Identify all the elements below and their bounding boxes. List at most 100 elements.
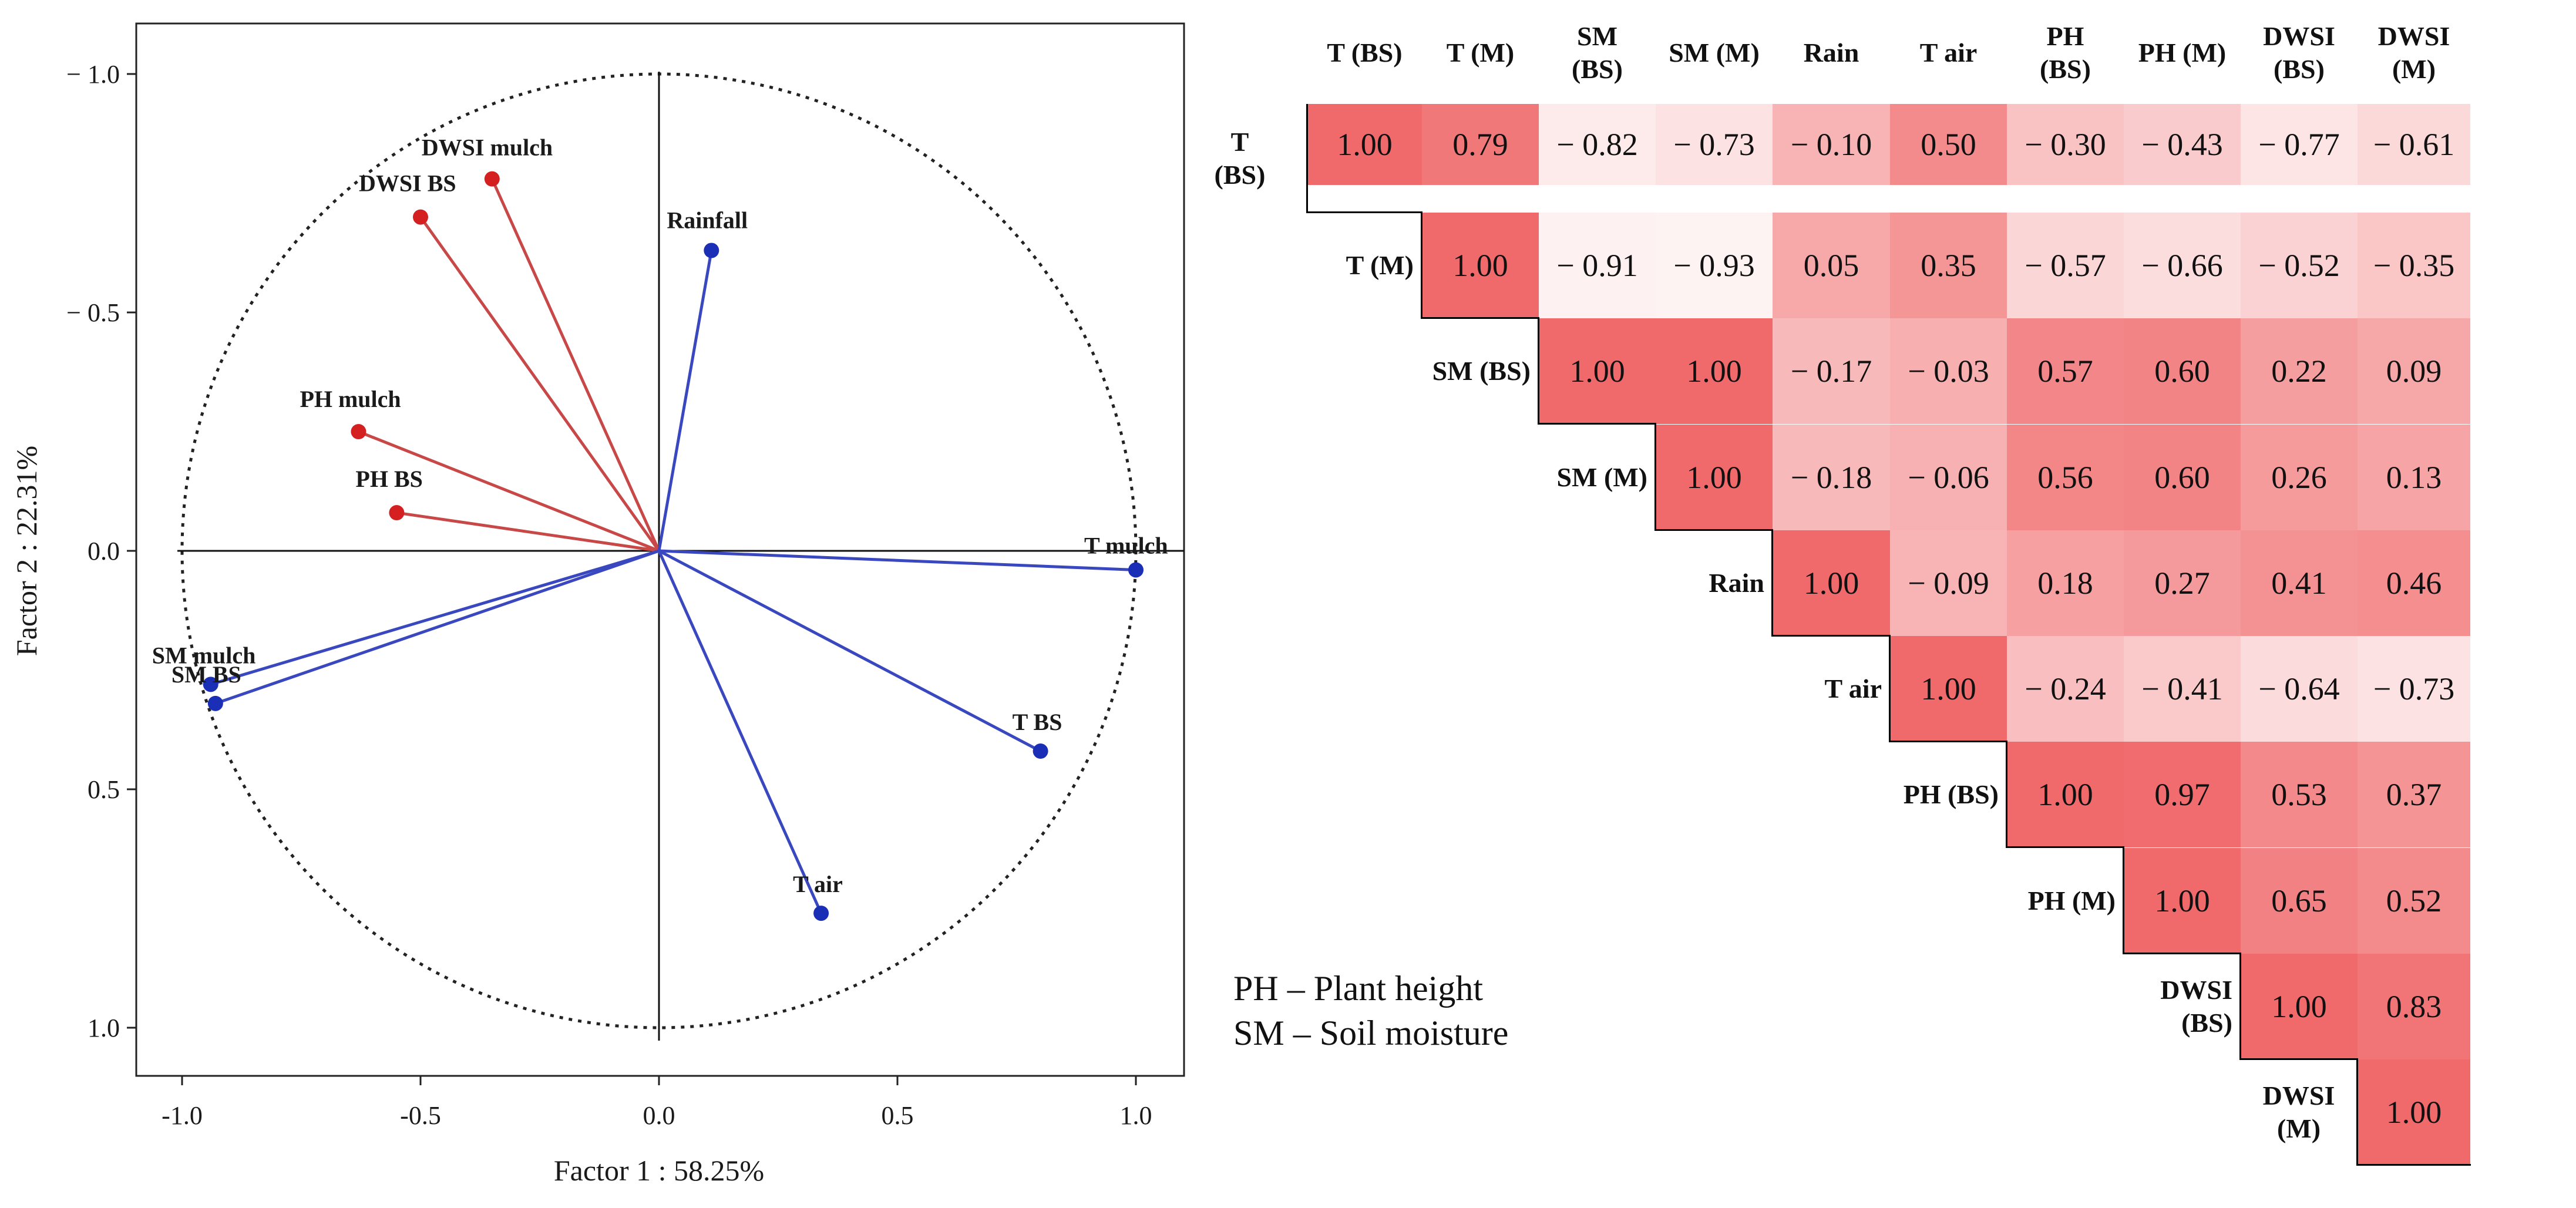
correlation-cell: 0.60 (2124, 318, 2241, 424)
correlation-cell: − 0.52 (2241, 213, 2358, 318)
vector-ph-bs (396, 511, 660, 553)
correlation-cell: 1.00 (2358, 1059, 2470, 1165)
correlation-cell: 0.53 (2241, 742, 2358, 847)
vector-point-dwsi-mulch (484, 171, 500, 187)
correlation-cell: − 0.57 (2007, 213, 2124, 318)
correlation-cell: 0.79 (1422, 104, 1539, 185)
vector-point-t-air (813, 906, 829, 921)
vector-point-ph-mulch (351, 424, 366, 439)
diagonal-step-edge (2239, 954, 2241, 1059)
vector-label-t-bs: T BS (1013, 709, 1062, 735)
row-header: T (BS) (1214, 126, 1266, 190)
column-header: T air (1919, 38, 1978, 68)
correlation-cell: 0.37 (2358, 742, 2470, 847)
correlation-cell: − 0.43 (2124, 104, 2241, 185)
row-header: T (M) (1346, 250, 1414, 280)
correlation-cell: − 0.09 (1890, 530, 2007, 636)
x-axis-label: Factor 1 : 58.25% (554, 1154, 764, 1187)
vector-t-bs (658, 549, 1041, 753)
correlation-cell: − 0.17 (1773, 318, 1890, 424)
diagonal-step-edge (1306, 211, 1422, 213)
correlation-cell: 0.83 (2358, 954, 2470, 1059)
correlation-cell: − 0.66 (2124, 213, 2241, 318)
correlation-cell: − 0.24 (2007, 636, 2124, 742)
diagonal-step-edge (1771, 635, 1891, 637)
correlation-cell: 0.65 (2241, 848, 2358, 954)
correlation-cell: 1.00 (1307, 104, 1422, 185)
correlation-cell: − 0.06 (1890, 425, 2007, 530)
vector-point-t-bs (1033, 743, 1048, 759)
correlation-cell: − 0.73 (1656, 104, 1773, 185)
vector-dwsi-bs (419, 216, 661, 552)
x-tick-label: 0.0 (643, 1101, 675, 1130)
y-tick-label: 0.5 (88, 775, 120, 804)
vector-point-sm-mulch (203, 677, 218, 692)
column-header: SM (M) (1669, 38, 1760, 68)
diagonal-step-edge (2006, 742, 2007, 847)
correlation-cell: − 0.91 (1539, 213, 1656, 318)
vector-point-t-mulch (1128, 562, 1144, 578)
correlation-cell: 1.00 (1773, 530, 1890, 636)
diagonal-step-edge (2356, 1059, 2358, 1165)
legend-line-sm: SM – Soil moisture (1233, 1014, 1509, 1052)
vector-point-sm-bs (207, 695, 223, 711)
abbreviation-legend: PH – Plant height SM – Soil moisture (1233, 966, 1508, 1055)
correlation-cell: − 0.18 (1773, 425, 1890, 530)
diagonal-step-edge (1538, 318, 1539, 424)
x-tick-label: -1.0 (162, 1101, 203, 1130)
correlation-cell: 1.00 (1656, 425, 1773, 530)
legend-line-ph: PH – Plant height (1233, 969, 1484, 1008)
correlation-cell: − 0.03 (1890, 318, 2007, 424)
column-header: DWSI (BS) (2263, 21, 2335, 84)
column-header: PH (BS) (2040, 21, 2091, 84)
correlation-cell: 0.60 (2124, 425, 2241, 530)
vector-point-dwsi-bs (413, 209, 428, 225)
y-tick-label: 1.0 (88, 1014, 120, 1042)
correlation-cell: 0.57 (2007, 318, 2124, 424)
correlation-cell: − 0.41 (2124, 636, 2241, 742)
diagonal-step-edge (1654, 425, 1656, 530)
correlation-cell: − 0.82 (1539, 104, 1656, 185)
vector-label-ph-mulch: PH mulch (300, 386, 401, 412)
correlation-cell: 0.05 (1773, 213, 1890, 318)
correlation-cell: 0.35 (1890, 213, 2007, 318)
diagonal-step-edge (1306, 104, 1308, 213)
x-tick-label: 0.5 (882, 1101, 914, 1130)
vector-point-ph-bs (389, 505, 405, 521)
diagonal-step-edge (2123, 848, 2124, 954)
correlation-cell: − 0.73 (2358, 636, 2470, 742)
vector-t-mulch (658, 549, 1136, 571)
column-header: Rain (1803, 38, 1859, 68)
diagonal-step-edge (1421, 213, 1422, 318)
correlation-cell: − 0.35 (2358, 213, 2470, 318)
correlation-cell: 0.22 (2241, 318, 2358, 424)
row-header: Rain (1709, 568, 1764, 598)
vector-rainfall (657, 250, 713, 551)
y-tick-label: − 1.0 (66, 60, 120, 89)
vector-label-rainfall: Rainfall (667, 207, 748, 233)
y-tick-label: 0.0 (88, 537, 120, 566)
vector-point-rainfall (704, 243, 719, 258)
vector-label-sm-mulch: SM mulch (152, 642, 256, 668)
vector-label-sm-bs: SM BS (171, 661, 241, 688)
diagonal-step-edge (1538, 423, 1656, 425)
diagonal-step-edge (2239, 1058, 2358, 1060)
correlation-cell: − 0.77 (2241, 104, 2358, 185)
correlation-cell: 1.00 (2241, 954, 2358, 1059)
correlation-cell: 1.00 (2124, 848, 2241, 954)
pca-correlation-circle-chart: -1.0 -0.5 0.0 0.5 1.0 1.0 0.5 0.0 − 0.5 − 1.0 Fact… (10, 22, 1185, 1187)
correlation-matrix: T (BS) T (M) SM (BS) SM (M) Rain T air PH (BS)… (1215, 12, 2576, 1166)
vector-ph-mulch (358, 430, 660, 553)
correlation-cell: − 0.93 (1656, 213, 1773, 318)
correlation-cell: 0.18 (2007, 530, 2124, 636)
correlation-cell: 0.50 (1890, 104, 2007, 185)
vector-label-t-air: T air (793, 871, 843, 897)
vector-label-ph-bs: PH BS (355, 466, 422, 492)
column-header: SM (BS) (1572, 21, 1623, 84)
vector-label-dwsi-mulch: DWSI mulch (422, 134, 553, 161)
diagonal-step-edge (1421, 317, 1539, 319)
y-tick-label: − 0.5 (66, 298, 120, 327)
column-header: T (M) (1446, 38, 1515, 68)
x-tick-label: 1.0 (1120, 1101, 1152, 1130)
column-header: T (BS) (1327, 38, 1403, 68)
